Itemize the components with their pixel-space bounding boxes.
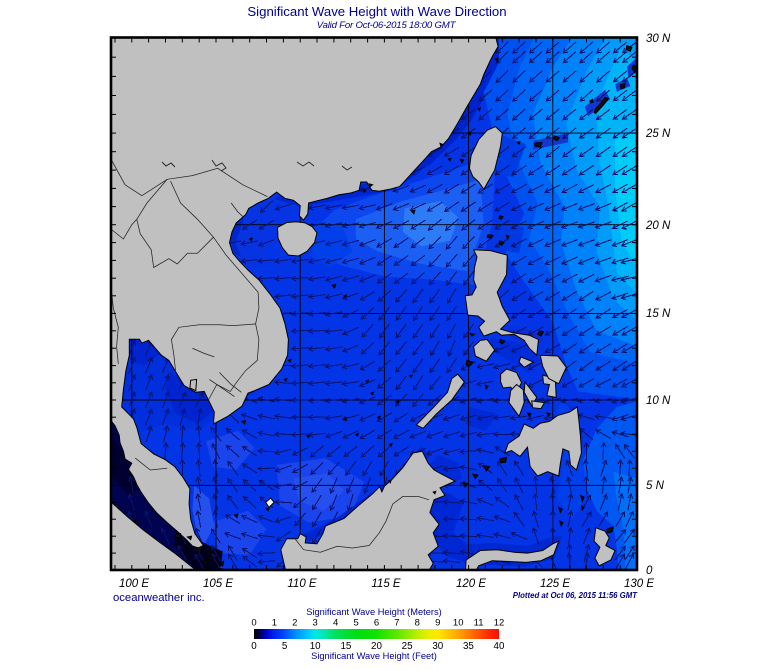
svg-text:100 E: 100 E xyxy=(119,578,149,590)
svg-text:12: 12 xyxy=(494,618,505,629)
svg-text:25: 25 xyxy=(402,641,413,652)
svg-text:11: 11 xyxy=(474,618,484,629)
svg-text:5: 5 xyxy=(353,618,358,629)
svg-text:6: 6 xyxy=(374,618,379,629)
svg-text:Plotted at Oct 06, 2015 11:56: Plotted at Oct 06, 2015 11:56 GMT xyxy=(513,591,638,600)
svg-text:oceanweather inc.: oceanweather inc. xyxy=(113,592,205,604)
svg-text:130 E: 130 E xyxy=(624,578,654,590)
svg-text:120 E: 120 E xyxy=(456,578,486,590)
svg-text:115 E: 115 E xyxy=(371,578,401,590)
svg-text:20: 20 xyxy=(371,641,382,652)
svg-text:0: 0 xyxy=(251,641,257,652)
svg-text:15 N: 15 N xyxy=(646,308,671,320)
svg-text:2: 2 xyxy=(292,618,297,629)
svg-text:Valid For Oct-06-2015 18:00 GM: Valid For Oct-06-2015 18:00 GMT xyxy=(317,20,457,31)
svg-text:1: 1 xyxy=(272,618,277,629)
svg-text:25 N: 25 N xyxy=(645,128,671,140)
svg-text:Significant Wave Height (Meter: Significant Wave Height (Meters) xyxy=(306,607,442,617)
svg-text:10: 10 xyxy=(310,641,321,652)
svg-text:0: 0 xyxy=(251,618,256,629)
svg-text:110 E: 110 E xyxy=(287,578,317,590)
svg-text:40: 40 xyxy=(494,641,505,652)
svg-text:5 N: 5 N xyxy=(646,480,665,492)
svg-text:20 N: 20 N xyxy=(645,220,671,232)
svg-text:7: 7 xyxy=(394,618,399,629)
svg-text:30: 30 xyxy=(432,641,443,652)
svg-text:8: 8 xyxy=(415,618,420,629)
svg-text:9: 9 xyxy=(435,618,440,629)
svg-text:125 E: 125 E xyxy=(540,578,570,590)
svg-text:0: 0 xyxy=(646,565,653,577)
svg-text:15: 15 xyxy=(340,641,351,652)
svg-text:3: 3 xyxy=(313,618,318,629)
svg-text:Significant Wave Height with W: Significant Wave Height with Wave Direct… xyxy=(247,4,506,19)
svg-text:Significant Wave Height (Feet): Significant Wave Height (Feet) xyxy=(311,651,437,661)
svg-text:10 N: 10 N xyxy=(646,395,671,407)
svg-text:35: 35 xyxy=(463,641,474,652)
svg-text:30 N: 30 N xyxy=(646,33,671,45)
svg-text:105 E: 105 E xyxy=(203,578,233,590)
svg-text:10: 10 xyxy=(453,618,464,629)
svg-text:4: 4 xyxy=(333,618,338,629)
svg-text:5: 5 xyxy=(282,641,288,652)
